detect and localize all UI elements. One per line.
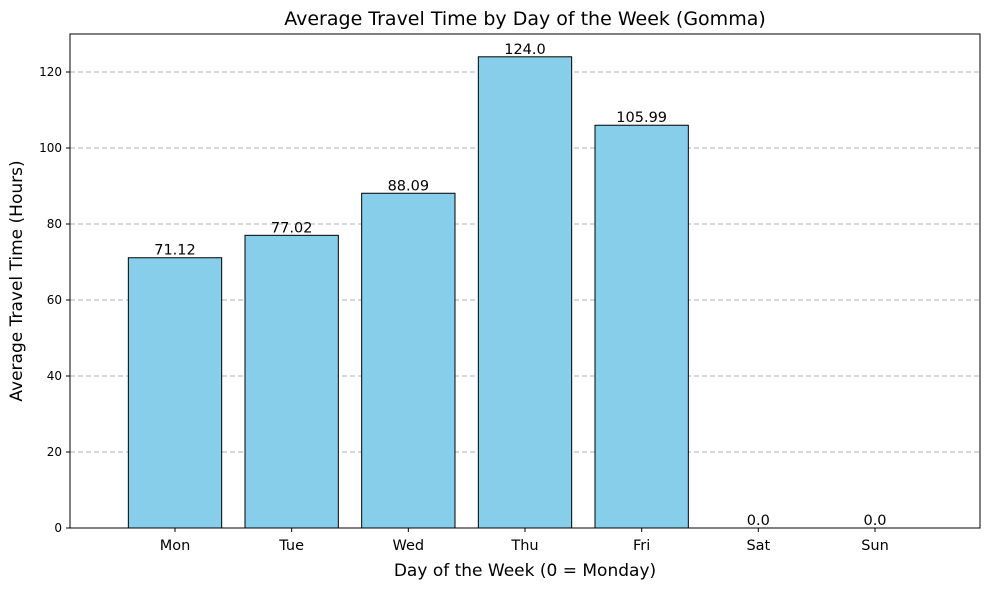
data-label-sun: 0.0 [863, 513, 886, 529]
x-tick-label-fri: Fri [633, 538, 650, 554]
data-label-sat: 0.0 [747, 513, 770, 529]
data-label-tue: 77.02 [271, 220, 313, 236]
y-tick-label: 20 [47, 445, 62, 459]
plot-frame [69, 33, 981, 529]
x-tick-label-sat: Sat [746, 538, 770, 554]
x-tick-label-wed: Wed [393, 538, 425, 554]
y-tick-label: 0 [54, 521, 62, 535]
x-tick-label-sun: Sun [861, 538, 889, 554]
bar-tue [244, 234, 339, 529]
y-axis-label: Average Travel Time (Hours) [7, 160, 27, 401]
y-tick-label: 100 [39, 141, 62, 155]
chart-title: Average Travel Time by Day of the Week (… [284, 8, 766, 30]
data-label-thu: 124.0 [504, 42, 546, 58]
y-tick-label: 40 [47, 369, 62, 383]
bar-wed [361, 192, 456, 529]
bar-fri [594, 124, 689, 529]
data-label-wed: 88.09 [388, 178, 430, 194]
data-label-fri: 105.99 [616, 110, 667, 126]
data-label-mon: 71.12 [154, 243, 196, 259]
y-tick-label: 80 [47, 217, 62, 231]
x-tick-label-thu: Thu [510, 538, 538, 554]
axes: 0 20 40 60 80 100 120 Mon Tue Wed Thu Fri Sat Sun [39, 33, 981, 554]
bars [127, 56, 689, 529]
x-tick-label-mon: Mon [160, 538, 191, 554]
y-tick-label: 60 [47, 293, 62, 307]
data-labels: 71.12 77.02 88.09 124.0 105.99 0.0 0.0 [154, 42, 886, 529]
bar-mon [127, 257, 223, 529]
bar-thu [477, 56, 573, 529]
y-tick-label: 120 [39, 65, 62, 79]
x-axis-label: Day of the Week (0 = Monday) [394, 561, 656, 581]
x-tick-label-tue: Tue [278, 538, 304, 554]
